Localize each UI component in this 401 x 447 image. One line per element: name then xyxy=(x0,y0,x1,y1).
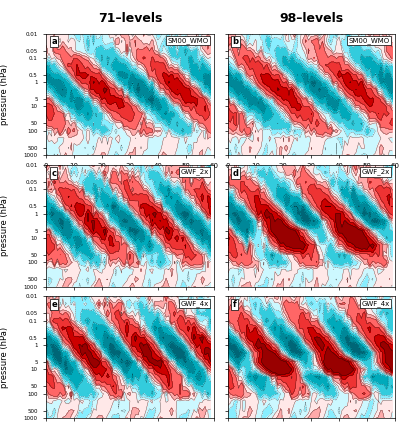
Text: e: e xyxy=(51,300,57,309)
Text: pressure (hPa): pressure (hPa) xyxy=(0,327,8,388)
X-axis label: month: month xyxy=(298,172,325,181)
Text: a: a xyxy=(51,37,57,46)
X-axis label: month: month xyxy=(116,172,144,181)
Text: GWF_2x: GWF_2x xyxy=(180,169,209,175)
Text: d: d xyxy=(233,169,239,177)
Text: SM00_WMO: SM00_WMO xyxy=(167,37,209,44)
Text: c: c xyxy=(51,169,56,177)
Text: 71–levels: 71–levels xyxy=(97,12,162,25)
Text: GWF_4x: GWF_4x xyxy=(362,300,390,307)
Text: pressure (hPa): pressure (hPa) xyxy=(0,64,8,125)
Text: b: b xyxy=(233,37,239,46)
Text: GWF_2x: GWF_2x xyxy=(362,169,390,175)
Text: f: f xyxy=(233,300,236,309)
Text: SM00_WMO: SM00_WMO xyxy=(349,37,390,44)
Text: pressure (hPa): pressure (hPa) xyxy=(0,195,8,256)
Text: 98–levels: 98–levels xyxy=(279,12,343,25)
Text: GWF_4x: GWF_4x xyxy=(180,300,209,307)
